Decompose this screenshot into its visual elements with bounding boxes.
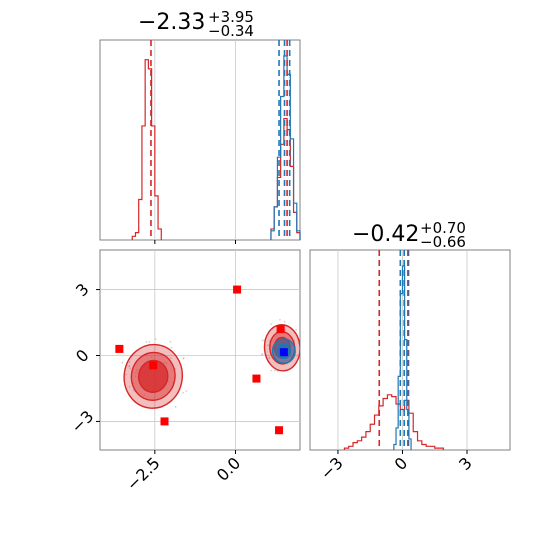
hist-p2-title-value: −0.42 [352, 222, 419, 247]
sample-point [125, 373, 127, 376]
sample-point [143, 394, 145, 396]
sample-point [174, 406, 177, 408]
red-square-marker [275, 426, 284, 435]
sample-point [273, 369, 276, 372]
x-tick-label: −2.5 [123, 453, 164, 494]
sample-point [150, 356, 153, 358]
sample-point [174, 368, 177, 370]
contour-level [137, 359, 169, 393]
hist-p1-content [131, 40, 301, 244]
sample-point [268, 357, 271, 359]
histogram-step [393, 265, 412, 450]
scatter-xticks: −2.5 0.0 [123, 450, 244, 494]
red-square-marker [115, 344, 124, 353]
sample-point [170, 346, 173, 349]
hist-p2-content [337, 250, 468, 450]
sample-point [135, 369, 138, 371]
sample-point [270, 369, 273, 372]
scatter-panel: 3 0 −3 −2.5 0.0 [67, 249, 303, 494]
sample-point [169, 357, 172, 359]
sample-point [185, 390, 188, 392]
y-tick-label: −3 [67, 407, 97, 437]
hist-p1-title-value: −2.33 [138, 10, 205, 35]
sample-point [129, 367, 132, 370]
hist-p2-xticks: −3 0 3 [317, 450, 476, 484]
y-tick-label: 0 [72, 346, 93, 367]
sample-point [121, 361, 124, 364]
sample-point [167, 380, 170, 382]
red-square-marker [252, 374, 261, 383]
sample-point [299, 334, 300, 336]
histogram-step [343, 394, 444, 450]
sample-point [154, 338, 157, 340]
x-tick-label: 0 [391, 453, 412, 474]
sample-point [270, 323, 272, 325]
sample-point [163, 361, 166, 363]
sample-point [134, 375, 137, 377]
histogram-step [270, 55, 301, 240]
hist-p1-frame [99, 39, 301, 241]
x-tick-label: −3 [317, 453, 347, 483]
sample-point [145, 341, 148, 343]
hist-p1-title-sub: −0.34 [208, 22, 254, 40]
hist-p1-title-sup: +3.95 [208, 8, 254, 26]
hist-p2-title-sub: −0.66 [420, 233, 466, 251]
histogram-step [270, 117, 301, 240]
hist-p1-panel: −2.33 +3.95 −0.34 [99, 8, 301, 244]
y-tick-label: 3 [72, 280, 93, 301]
red-square-marker [160, 417, 169, 426]
x-tick-label: 0.0 [213, 453, 244, 484]
sample-point [295, 328, 298, 331]
sample-point [169, 340, 172, 343]
scatter-inner [100, 250, 303, 450]
scatter-yticks: 3 0 −3 [67, 280, 100, 437]
blue-square-marker [279, 348, 288, 357]
histogram-step [131, 59, 162, 240]
red-square-marker [276, 325, 285, 334]
sample-point [165, 362, 168, 365]
sample-point [261, 339, 264, 342]
x-tick-label: 3 [455, 453, 476, 474]
sample-point [183, 357, 185, 359]
sample-point [284, 329, 287, 331]
sample-point [128, 385, 131, 388]
hist-p2-title-sup: +0.70 [420, 219, 466, 237]
sample-point [182, 391, 185, 394]
sample-point [135, 372, 137, 374]
sample-point [284, 320, 286, 323]
red-square-marker [149, 361, 158, 370]
sample-point [267, 344, 269, 347]
sample-point [301, 346, 303, 348]
hist-p2-panel: −3 0 3 −0.42 +0.70 −0.66 [309, 219, 511, 484]
red-square-marker [233, 285, 242, 294]
sample-point [148, 340, 150, 343]
sample-point [128, 361, 131, 363]
scatter-content [100, 250, 303, 450]
sample-point [279, 318, 281, 321]
hist-p2-frame [309, 249, 511, 451]
sample-point [128, 364, 131, 367]
sample-point [261, 353, 263, 356]
